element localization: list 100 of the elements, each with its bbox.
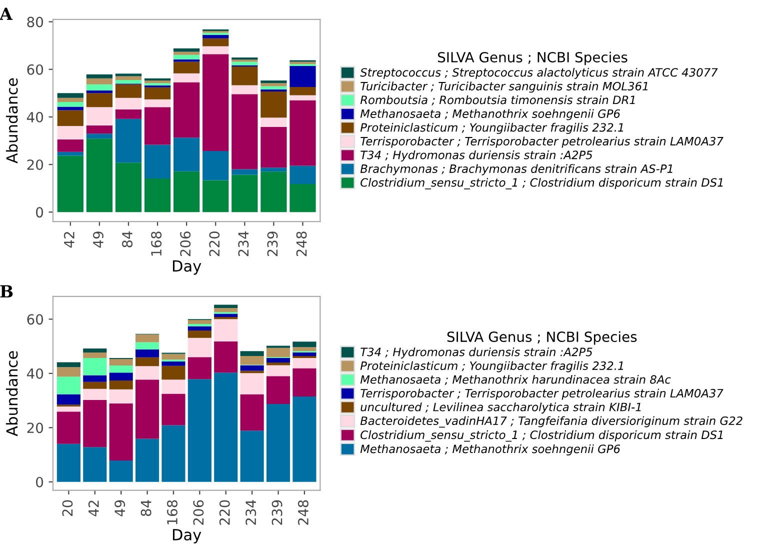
bar [144,99,171,108]
bar [109,380,133,390]
bar [115,98,142,110]
legend-label: Streptococcus ; Streptococcus alactolyticus strain ATCC 43077 [360,68,718,79]
y-tick-label: 40 [26,112,44,122]
bar [202,54,229,151]
legend-label: T34 ; Hydromonas duriensis strain :A2P5 [360,150,592,162]
bar [260,91,287,118]
bar [202,34,229,38]
bar [202,150,229,180]
y-tick-label: 0 [36,207,44,218]
bar [174,48,200,52]
bar [56,362,80,368]
bar [135,334,160,342]
bar [240,370,264,374]
bar [83,400,107,448]
chart-title: B [0,285,13,298]
x-tick-label: 234 [238,231,249,256]
bar [232,94,258,170]
bar [144,178,171,212]
bar [188,379,212,482]
bar [292,368,316,396]
bar [214,314,238,317]
bar [115,74,142,76]
bar [290,166,316,184]
bar [266,365,290,376]
bar [266,358,290,363]
legend-label: Romboutsia ; Romboutsia timonensis strain DR1 [360,95,635,106]
legend-title: SILVA Genus ; NCBI Species [438,52,628,66]
bar [260,168,287,172]
x-tick-label: 42 [64,232,74,248]
x-tick-label: 220 [209,232,220,256]
bar [214,372,238,482]
bar [174,52,200,55]
legend-label: Turicibacter ; Turicibacter sanguinis strain MOL361 [360,82,648,93]
legend-label: Clostridium_sensu_stricto_1 ; Clostridium disporicum strain DS1 [360,178,723,190]
bar [162,361,186,366]
bar [174,82,200,138]
bar [83,388,107,400]
bar [260,126,287,168]
bar [266,376,290,404]
bar [86,84,113,91]
bar [56,376,80,394]
y-tick-label: 20 [27,159,44,170]
bar [214,308,238,312]
bar [83,352,107,358]
bar [260,86,287,90]
y-tick-label: 80 [27,16,44,28]
bar [202,38,229,46]
bar [232,169,258,175]
legend-label: Terrisporobacter ; Terrisporobacter petrolearius strain LAM0A37 [360,388,724,400]
bar [188,326,212,331]
bar [232,57,258,60]
x-tick-label: 84 [122,231,133,248]
legend-label: Methanosaeta ; Methanothrix soehngenii GP6 [360,444,620,456]
x-tick-label: 234 [246,500,256,525]
legend-label: Methanosaeta ; Methanothrix soehngenii GP6 [360,109,620,120]
bar [86,78,113,84]
x-tick-label: 239 [272,500,282,525]
bar [174,73,200,82]
x-tick-label: 49 [92,232,104,248]
bar [135,366,160,380]
x-axis-title: Day [172,529,202,544]
bar [174,138,200,172]
legend-label: Terrisporobacter ; Terrisporobacter petrolearius strain LAM0A37 [360,136,724,148]
bar [57,98,84,102]
bar [86,125,113,134]
y-tick-label: 60 [27,64,44,75]
bar [232,62,258,66]
bar [260,118,287,127]
bar [56,394,80,405]
bar [144,144,171,179]
legend-label: Clostridium_sensu_stricto_1 ; Clostridium disporicum strain DS1 [360,430,723,442]
bar [240,430,264,482]
x-tick-label: 168 [166,500,178,524]
bar [57,140,84,152]
bar [266,404,290,482]
x-tick-label: 206 [193,500,204,525]
bar [292,347,316,352]
x-tick-label: 220 [219,500,230,525]
bar [240,365,264,371]
bar [135,438,160,482]
x-tick-label: 248 [296,232,307,256]
y-tick-label: 0 [36,476,44,488]
bar [188,320,212,324]
bar [56,412,80,444]
y-tick-label: 60 [27,314,44,325]
legend-label: Proteiniclasticum ; Youngiibacter fragilis 232.1 [360,122,624,134]
bar [202,46,229,54]
bar [57,93,84,98]
legend-label: Proteiniclasticum ; Youngiibacter fragilis 232.1 [360,361,624,372]
bar [188,330,212,338]
x-tick-label: 239 [267,232,278,256]
bar [240,356,264,365]
bar [56,444,80,482]
bar [232,66,258,86]
bar [83,447,107,482]
bar [115,118,142,163]
text: T34 ; Hydromonas duriensis strain :A2P5 [360,347,592,358]
bar [135,380,160,439]
